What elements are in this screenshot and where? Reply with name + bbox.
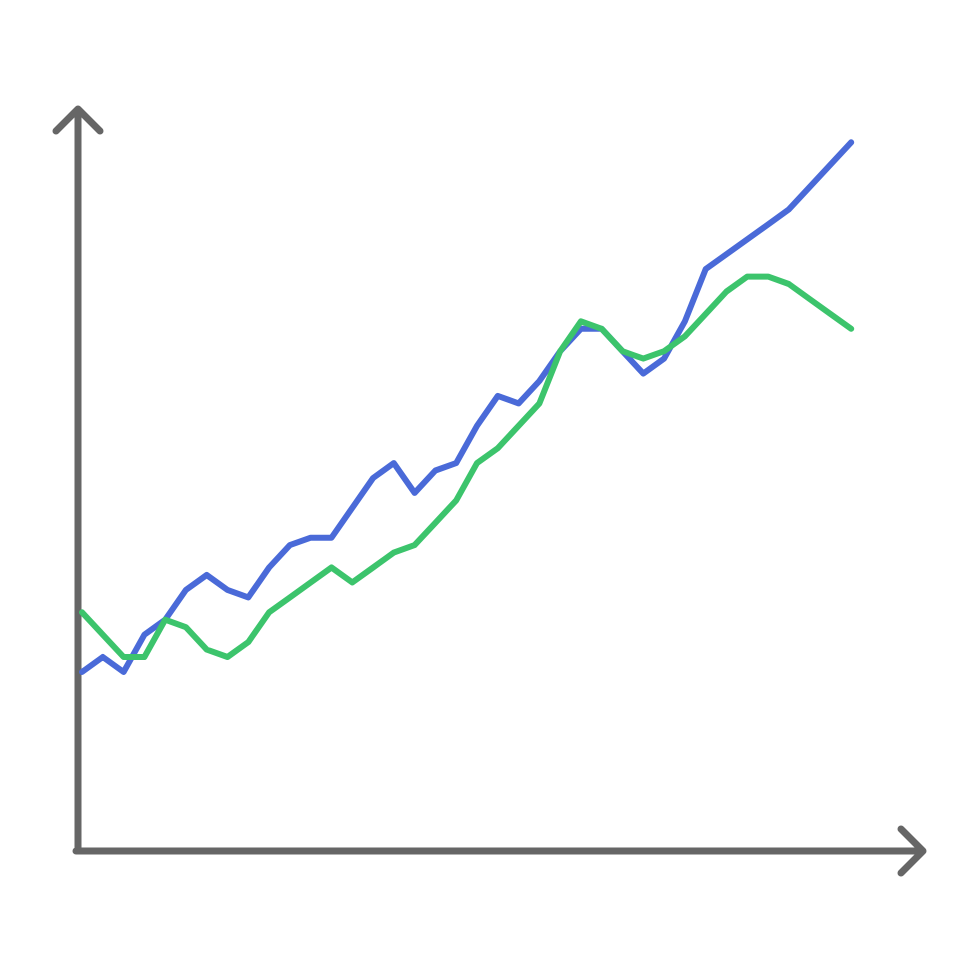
series-group <box>79 139 855 675</box>
series-line-2 <box>79 273 855 660</box>
x-axis-arrowhead <box>897 825 927 877</box>
axes <box>52 105 927 877</box>
series-line-1 <box>79 139 855 675</box>
y-axis-arrowhead <box>52 105 104 135</box>
